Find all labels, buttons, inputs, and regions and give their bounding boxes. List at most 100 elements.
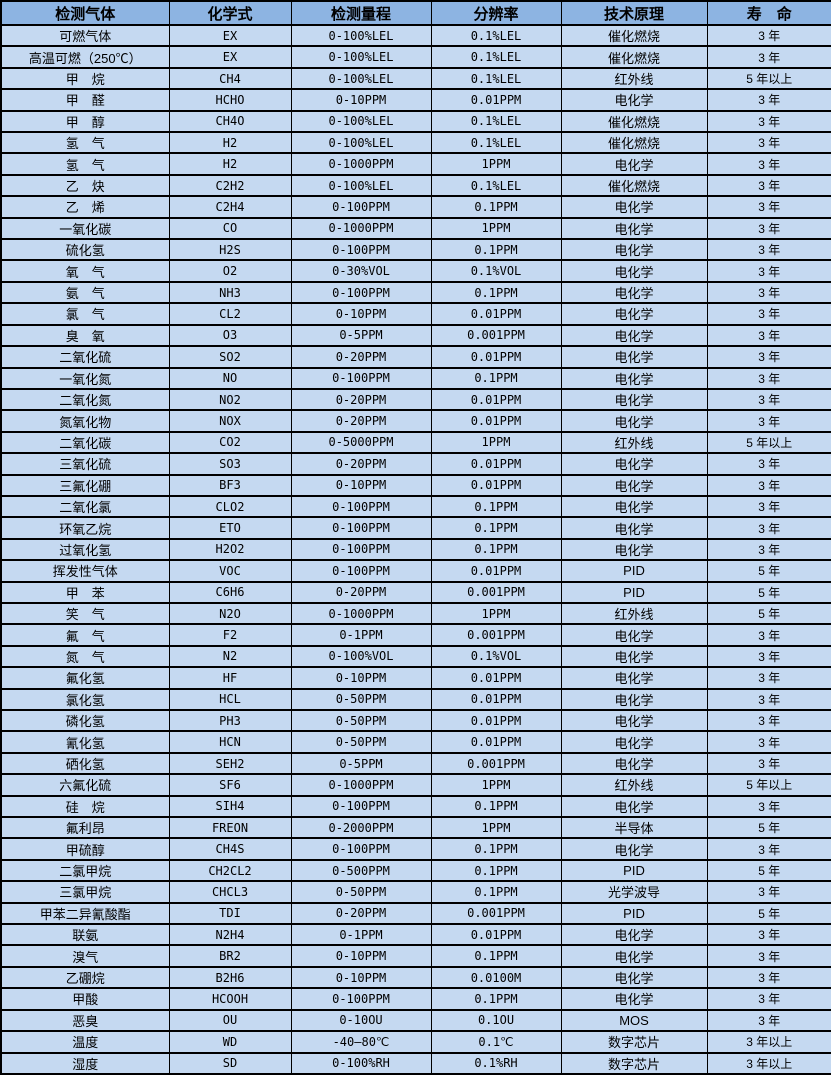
cell: 联氨 — [0, 923, 170, 947]
cell: 氮氧化物 — [0, 409, 170, 433]
cell: 3 年 — [706, 494, 831, 519]
cell: 3 年 — [706, 387, 831, 412]
cell: 氟 气 — [0, 623, 170, 647]
table-row: 甲 苯 C6H6 0-20PPM 0.001PPM PID 5 年 — [0, 580, 831, 604]
cell: 1PPM — [430, 816, 562, 840]
cell: 1PPM — [430, 601, 562, 626]
cell: 3 年 — [706, 880, 831, 904]
cell: 0-1000PPM — [290, 152, 432, 176]
cell: C2H4 — [168, 195, 292, 219]
cell: 三氟化硼 — [0, 473, 170, 497]
cell: O3 — [168, 323, 292, 348]
cell: 3 年 — [706, 987, 831, 1011]
table-row: 挥发性气体 VOC 0-100PPM 0.01PPM PID 5 年 — [0, 559, 831, 583]
cell: 0-100PPM — [290, 366, 432, 390]
cell: 5 年 — [706, 601, 831, 626]
table-row: 一氧化碳 CO 0-1000PPM 1PPM 电化学 3 年 — [0, 216, 831, 241]
cell: 电化学 — [560, 409, 708, 433]
cell: 半导体 — [560, 816, 708, 840]
cell: 0.1%RH — [430, 1051, 562, 1075]
cell: 电化学 — [560, 730, 708, 754]
cell: PID — [560, 901, 708, 926]
cell: 3 年 — [706, 195, 831, 219]
cell: 0-100PPM — [290, 280, 432, 305]
table-row: 联氨 N2H4 0-1PPM 0.01PPM 电化学 3 年 — [0, 923, 831, 947]
cell: 0.1PPM — [430, 280, 562, 305]
cell: EX — [168, 23, 292, 48]
cell: 硅 烷 — [0, 794, 170, 819]
cell: 0.01PPM — [430, 345, 562, 369]
cell: 0-50PPM — [290, 730, 432, 754]
cell: 0.1PPM — [430, 537, 562, 562]
table-row: 甲 醇 CH4O 0-100%LEL 0.1%LEL 催化燃烧 3 年 — [0, 109, 831, 134]
table-row: 氮氧化物 NOX 0-20PPM 0.01PPM 电化学 3 年 — [0, 409, 831, 433]
table-row: 二氧化氯 CLO2 0-100PPM 0.1PPM 电化学 3 年 — [0, 494, 831, 519]
cell: 臭 氧 — [0, 323, 170, 348]
cell: 0.1%LEL — [430, 66, 562, 91]
cell: C2H2 — [168, 173, 292, 198]
cell: 磷化氢 — [0, 708, 170, 733]
cell: 3 年 — [706, 45, 831, 69]
cell: 氮 气 — [0, 644, 170, 669]
cell: 0.1PPM — [430, 366, 562, 390]
cell: 一氧化碳 — [0, 216, 170, 241]
cell: 3 年 — [706, 452, 831, 476]
cell: 0.1PPM — [430, 794, 562, 819]
cell: 六氟化硫 — [0, 773, 170, 797]
table-row: 环氧乙烷 ETO 0-100PPM 0.1PPM 电化学 3 年 — [0, 516, 831, 540]
cell: SD — [168, 1051, 292, 1075]
cell: 1PPM — [430, 152, 562, 176]
cell: N2H4 — [168, 923, 292, 947]
cell: 氯化氢 — [0, 687, 170, 712]
cell: 0-100PPM — [290, 837, 432, 861]
cell: O2 — [168, 259, 292, 283]
cell: 0-10PPM — [290, 944, 432, 968]
cell: 3 年 — [706, 644, 831, 669]
cell: 催化燃烧 — [560, 23, 708, 48]
cell: 0-20PPM — [290, 901, 432, 926]
cell: 0.1PPM — [430, 837, 562, 861]
cell: 红外线 — [560, 773, 708, 797]
cell: 数字芯片 — [560, 1030, 708, 1054]
cell: 电化学 — [560, 794, 708, 819]
cell: 0-500PPM — [290, 858, 432, 883]
cell: 3 年 — [706, 173, 831, 198]
header-technology: 技术原理 — [560, 0, 708, 26]
cell: 高温可燃（250℃） — [0, 45, 170, 69]
cell: 0.1%VOL — [430, 259, 562, 283]
cell: WD — [168, 1030, 292, 1054]
cell: 3 年 — [706, 88, 831, 112]
table-row: 温度 WD -40—80℃ 0.1℃ 数字芯片 3 年以上 — [0, 1030, 831, 1054]
cell: 催化燃烧 — [560, 45, 708, 69]
table-row: 可燃气体 EX 0-100%LEL 0.1%LEL 催化燃烧 3 年 — [0, 23, 831, 48]
cell: 0-5PPM — [290, 751, 432, 776]
cell: 0.1PPM — [430, 944, 562, 968]
cell: 电化学 — [560, 280, 708, 305]
table-row: 三氧化硫 SO3 0-20PPM 0.01PPM 电化学 3 年 — [0, 452, 831, 476]
cell: ETO — [168, 516, 292, 540]
cell: 0-100PPM — [290, 195, 432, 219]
table-row: 甲苯二异氰酸酯 TDI 0-20PPM 0.001PPM PID 5 年 — [0, 901, 831, 926]
cell: 3 年 — [706, 109, 831, 134]
table-row: 乙 烯 C2H4 0-100PPM 0.1PPM 电化学 3 年 — [0, 195, 831, 219]
cell: 5 年 — [706, 559, 831, 583]
cell: 0.001PPM — [430, 323, 562, 348]
cell: 乙硼烷 — [0, 965, 170, 990]
cell: 5 年以上 — [706, 773, 831, 797]
table-row: 硒化氢 SEH2 0-5PPM 0.001PPM 电化学 3 年 — [0, 751, 831, 776]
cell: 数字芯片 — [560, 1051, 708, 1075]
cell: N2O — [168, 601, 292, 626]
cell: SO3 — [168, 452, 292, 476]
table-row: 甲 醛 HCHO 0-10PPM 0.01PPM 电化学 3 年 — [0, 88, 831, 112]
cell: 1PPM — [430, 216, 562, 241]
cell: 0-100%LEL — [290, 173, 432, 198]
table-row: 氟利昂 FREON 0-2000PPM 1PPM 半导体 5 年 — [0, 816, 831, 840]
cell: 0-5000PPM — [290, 430, 432, 455]
cell: 环氧乙烷 — [0, 516, 170, 540]
cell: HCL — [168, 687, 292, 712]
cell: 0.01PPM — [430, 452, 562, 476]
cell: NO2 — [168, 387, 292, 412]
cell: N2 — [168, 644, 292, 669]
cell: 氢 气 — [0, 152, 170, 176]
cell: 3 年 — [706, 238, 831, 262]
